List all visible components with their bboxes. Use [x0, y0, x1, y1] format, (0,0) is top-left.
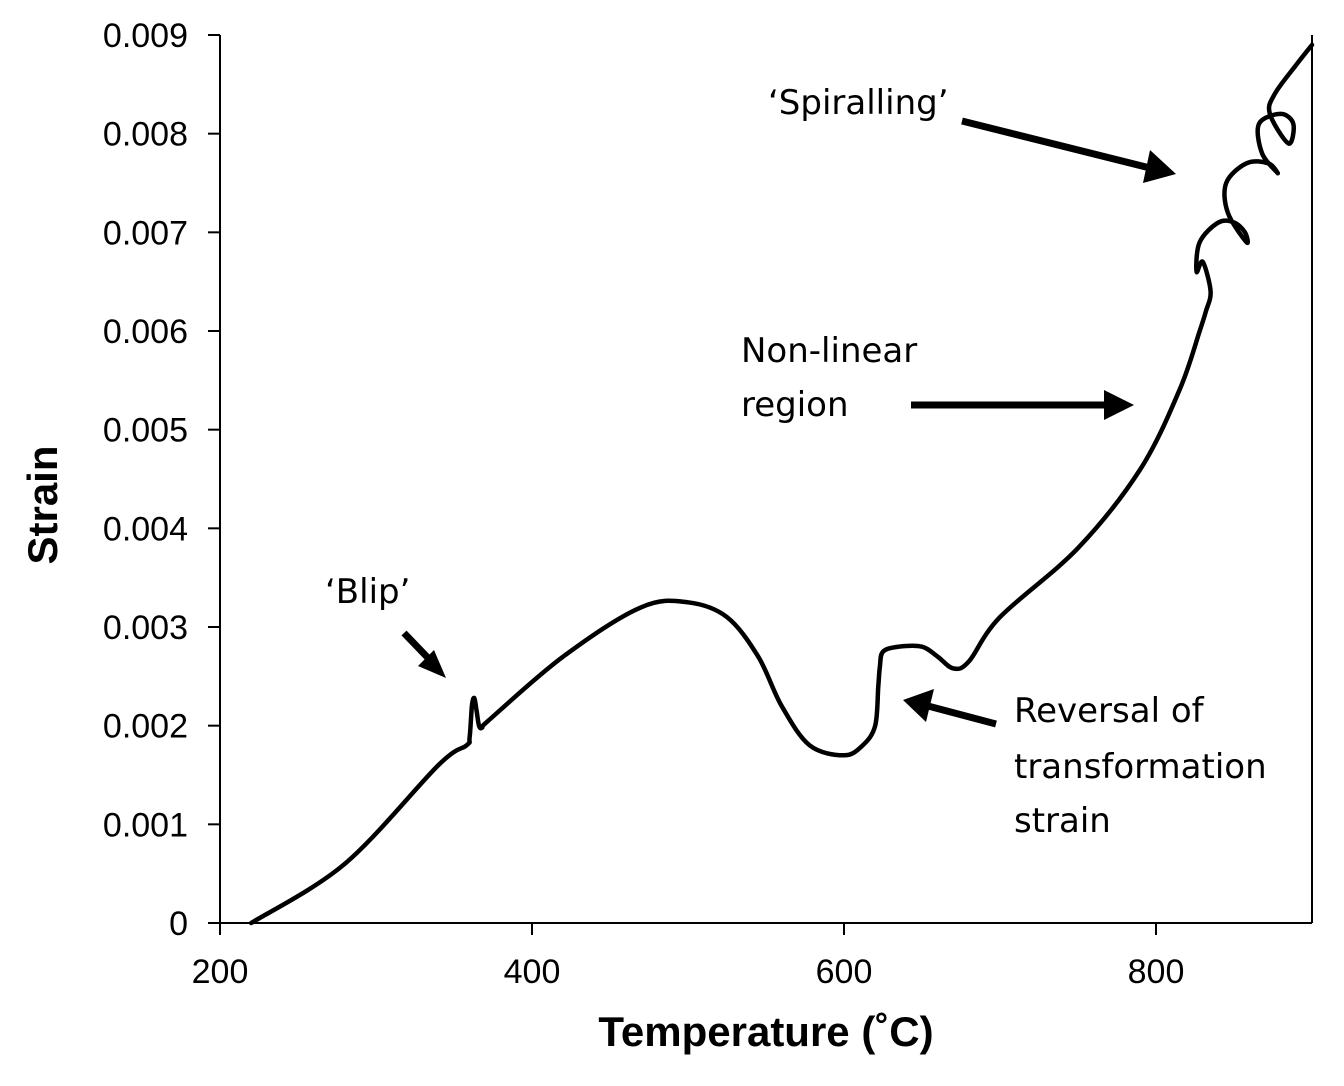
annotation-reversal-arrowhead — [903, 689, 934, 722]
y-tick-label: 0.001 — [103, 806, 188, 844]
annotation-blip-label: ‘Blip’ — [325, 572, 410, 612]
y-tick-label: 0.006 — [103, 313, 188, 351]
axes — [219, 35, 1313, 924]
annotation-spiralling-label: ‘Spiralling’ — [768, 83, 949, 123]
annotation-reversal-label-line3: strain — [1014, 801, 1111, 841]
annotation-reversal-label-line1: Reversal of — [1014, 691, 1205, 731]
annotation-reversal-label-line2: transformation — [1014, 747, 1267, 787]
annotation-reversal-arrow — [927, 702, 997, 728]
annotation-blip-arrow — [401, 630, 433, 663]
x-ticks: 200 400 600 800 — [192, 923, 1185, 991]
y-ticks: 0 0.001 0.002 0.003 0.004 0.005 0.006 0.007 0.00… — [103, 17, 220, 943]
annotation-nonlinear-label-line1: Non-linear — [741, 331, 917, 371]
annotation-nonlinear-arrowhead — [1104, 390, 1134, 420]
y-tick-label: 0.005 — [103, 412, 188, 450]
y-tick-label: 0.008 — [103, 116, 188, 154]
y-tick-label: 0.003 — [103, 609, 188, 647]
x-tick-label: 400 — [504, 953, 561, 991]
strain-series-line — [248, 42, 1315, 926]
x-axis-title: Temperature (˚C) — [598, 1008, 933, 1055]
y-tick-label: 0.002 — [103, 708, 188, 746]
y-tick-label: 0.004 — [103, 510, 188, 548]
x-tick-label: 600 — [816, 953, 873, 991]
y-axis-title: Strain — [19, 445, 66, 564]
annotation-blip-arrowhead — [418, 650, 446, 678]
y-tick-label: 0.009 — [103, 17, 188, 55]
annotation-spiralling-arrowhead — [1143, 150, 1176, 183]
y-tick-label: 0 — [169, 905, 188, 943]
series-group — [248, 42, 1315, 926]
x-tick-label: 800 — [1128, 953, 1185, 991]
y-tick-label: 0.007 — [103, 214, 188, 252]
annotations: ‘Blip’ ‘Spiralling’ Non-linear region Re… — [325, 83, 1267, 841]
x-tick-label: 200 — [192, 953, 249, 991]
annotation-nonlinear-label-line2: region — [741, 385, 849, 425]
annotation-spiralling-arrow — [961, 117, 1151, 172]
